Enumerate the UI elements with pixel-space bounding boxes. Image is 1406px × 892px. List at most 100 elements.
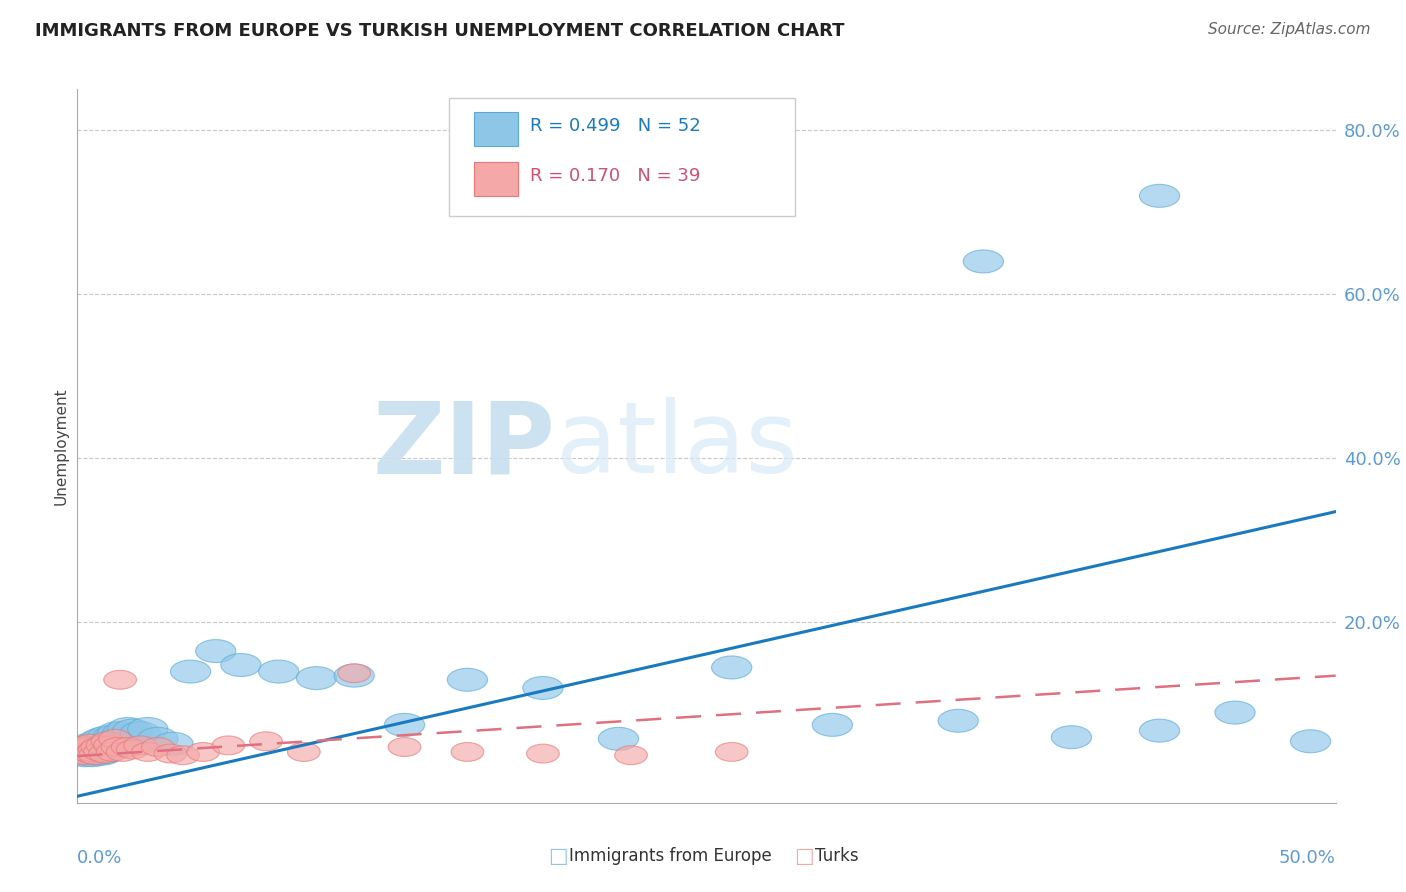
Ellipse shape: [82, 738, 114, 756]
Ellipse shape: [70, 736, 110, 758]
Ellipse shape: [963, 250, 1004, 273]
Ellipse shape: [83, 727, 122, 750]
Ellipse shape: [153, 732, 193, 756]
Ellipse shape: [384, 714, 425, 737]
Ellipse shape: [73, 734, 107, 753]
Ellipse shape: [155, 744, 187, 763]
Ellipse shape: [195, 640, 236, 663]
Ellipse shape: [287, 742, 321, 762]
Ellipse shape: [70, 742, 110, 765]
Ellipse shape: [388, 738, 420, 756]
Ellipse shape: [72, 742, 104, 762]
Ellipse shape: [212, 736, 245, 755]
Ellipse shape: [107, 742, 139, 762]
Ellipse shape: [87, 726, 128, 748]
Ellipse shape: [90, 730, 131, 753]
Ellipse shape: [337, 664, 371, 682]
Ellipse shape: [77, 730, 118, 753]
Ellipse shape: [142, 738, 174, 756]
Text: R = 0.499   N = 52: R = 0.499 N = 52: [530, 118, 702, 136]
Ellipse shape: [63, 744, 96, 763]
Ellipse shape: [83, 742, 122, 765]
Ellipse shape: [97, 722, 138, 745]
Ellipse shape: [117, 740, 149, 759]
Ellipse shape: [1139, 719, 1180, 742]
Ellipse shape: [112, 719, 153, 742]
Text: Turks: Turks: [815, 847, 859, 865]
Ellipse shape: [614, 746, 647, 764]
Ellipse shape: [73, 744, 107, 763]
Ellipse shape: [91, 731, 124, 751]
Text: □: □: [794, 847, 814, 866]
FancyBboxPatch shape: [449, 98, 794, 216]
Ellipse shape: [1215, 701, 1256, 724]
Ellipse shape: [93, 726, 132, 748]
Ellipse shape: [79, 740, 111, 759]
Ellipse shape: [75, 738, 115, 761]
Ellipse shape: [75, 734, 115, 757]
Text: Immigrants from Europe: Immigrants from Europe: [569, 847, 772, 865]
Ellipse shape: [716, 742, 748, 762]
Bar: [474, 112, 517, 146]
Ellipse shape: [89, 744, 121, 763]
Ellipse shape: [711, 656, 752, 679]
Text: atlas: atlas: [555, 398, 797, 494]
Ellipse shape: [938, 709, 979, 732]
Ellipse shape: [69, 736, 101, 755]
Ellipse shape: [124, 736, 156, 755]
Ellipse shape: [120, 722, 160, 745]
Ellipse shape: [72, 738, 104, 756]
Ellipse shape: [1139, 185, 1180, 207]
Ellipse shape: [103, 722, 143, 745]
Ellipse shape: [599, 727, 638, 750]
Ellipse shape: [297, 666, 336, 690]
Ellipse shape: [100, 727, 141, 750]
Ellipse shape: [84, 734, 125, 757]
Text: ZIP: ZIP: [373, 398, 555, 494]
Ellipse shape: [128, 717, 167, 740]
Ellipse shape: [1052, 726, 1091, 748]
Ellipse shape: [1291, 730, 1330, 753]
Ellipse shape: [96, 742, 129, 762]
Ellipse shape: [250, 731, 283, 751]
Ellipse shape: [80, 736, 120, 758]
Ellipse shape: [83, 742, 117, 762]
Ellipse shape: [101, 738, 134, 756]
Text: IMMIGRANTS FROM EUROPE VS TURKISH UNEMPLOYMENT CORRELATION CHART: IMMIGRANTS FROM EUROPE VS TURKISH UNEMPL…: [35, 22, 845, 40]
Ellipse shape: [72, 740, 112, 764]
Ellipse shape: [451, 742, 484, 762]
Y-axis label: Unemployment: Unemployment: [53, 387, 69, 505]
Ellipse shape: [111, 738, 143, 756]
Ellipse shape: [67, 734, 107, 757]
Ellipse shape: [813, 714, 852, 737]
Ellipse shape: [527, 744, 560, 763]
Ellipse shape: [138, 727, 179, 750]
Ellipse shape: [79, 746, 111, 764]
Ellipse shape: [66, 746, 98, 764]
Ellipse shape: [67, 738, 107, 761]
Ellipse shape: [221, 654, 262, 676]
Ellipse shape: [87, 738, 128, 761]
Ellipse shape: [447, 668, 488, 691]
Ellipse shape: [84, 740, 125, 764]
Ellipse shape: [170, 660, 211, 683]
Ellipse shape: [335, 665, 374, 687]
Ellipse shape: [59, 742, 100, 765]
Ellipse shape: [62, 740, 103, 764]
Ellipse shape: [523, 676, 562, 699]
Ellipse shape: [72, 744, 112, 767]
Ellipse shape: [96, 730, 135, 753]
Text: Source: ZipAtlas.com: Source: ZipAtlas.com: [1208, 22, 1371, 37]
Ellipse shape: [107, 717, 148, 740]
Ellipse shape: [98, 730, 131, 748]
Ellipse shape: [65, 744, 105, 767]
Ellipse shape: [167, 746, 200, 764]
Text: 0.0%: 0.0%: [77, 849, 122, 867]
Ellipse shape: [104, 670, 136, 690]
Text: □: □: [548, 847, 568, 866]
Ellipse shape: [77, 742, 118, 765]
Ellipse shape: [80, 740, 120, 764]
Ellipse shape: [131, 742, 165, 762]
Text: R = 0.170   N = 39: R = 0.170 N = 39: [530, 168, 700, 186]
Bar: [474, 162, 517, 196]
